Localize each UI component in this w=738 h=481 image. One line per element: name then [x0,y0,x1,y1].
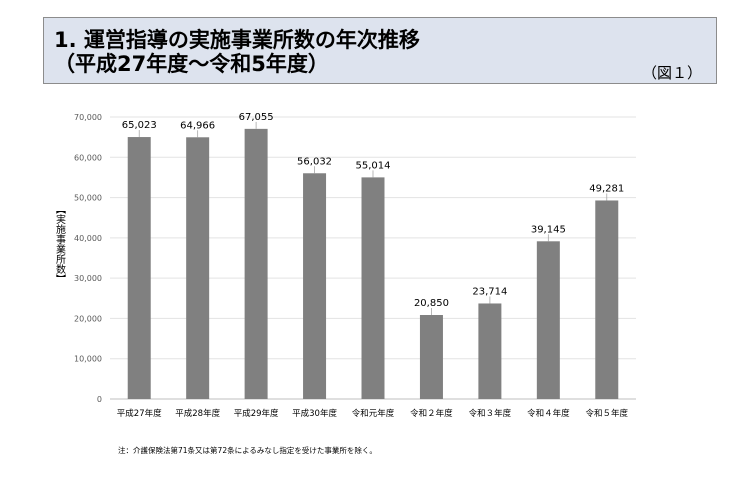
bar [303,173,327,399]
y-tick-label: 40,000 [74,234,102,243]
x-tick-label: 平成28年度 [175,408,220,419]
data-label: 56,032 [297,156,332,167]
y-tick-label: 20,000 [74,314,102,323]
data-label: 55,014 [356,160,391,171]
data-label: 67,055 [239,112,274,123]
y-tick-label: 60,000 [74,153,102,162]
data-label: 20,850 [414,298,449,309]
title-box: 1. 運営指導の実施事業所数の年次推移 （平成27年度〜令和5年度） （図１） [43,17,717,84]
bar [595,200,619,399]
y-tick-label: 50,000 [74,194,102,203]
footnote: 注：介護保険法第71条又は第72条によるみなし指定を受けた事業所を除く。 [118,446,377,455]
x-tick-label: 平成30年度 [292,408,337,419]
x-tick-label: 平成29年度 [234,408,279,419]
data-label: 39,145 [531,224,566,235]
bar [419,315,443,399]
page-title: 1. 運営指導の実施事業所数の年次推移 [54,28,420,52]
x-tick-label: 令和２年度 [410,408,453,419]
figure-number: （図１） [641,64,702,82]
bar [478,303,502,399]
x-tick-label: 令和５年度 [586,408,629,419]
bar [244,128,268,399]
x-tick-label: 令和４年度 [527,408,570,419]
y-tick-label: 0 [97,395,102,404]
bar [127,137,151,399]
data-label: 64,966 [180,120,215,131]
bar [186,137,210,399]
x-tick-label: 令和３年度 [469,408,512,419]
x-tick-label: 平成27年度 [117,408,162,419]
data-label: 49,281 [589,183,624,194]
x-tick-label: 令和元年度 [352,408,395,419]
y-tick-label: 10,000 [74,355,102,364]
bar [536,241,560,399]
data-label: 65,023 [122,120,157,131]
page-subtitle: （平成27年度〜令和5年度） [54,52,329,76]
y-tick-label: 30,000 [74,274,102,283]
bar [361,177,385,399]
y-axis-label: 【実施事業所数】 [54,204,66,284]
y-tick-label: 70,000 [74,113,102,122]
data-label: 23,714 [472,286,507,297]
